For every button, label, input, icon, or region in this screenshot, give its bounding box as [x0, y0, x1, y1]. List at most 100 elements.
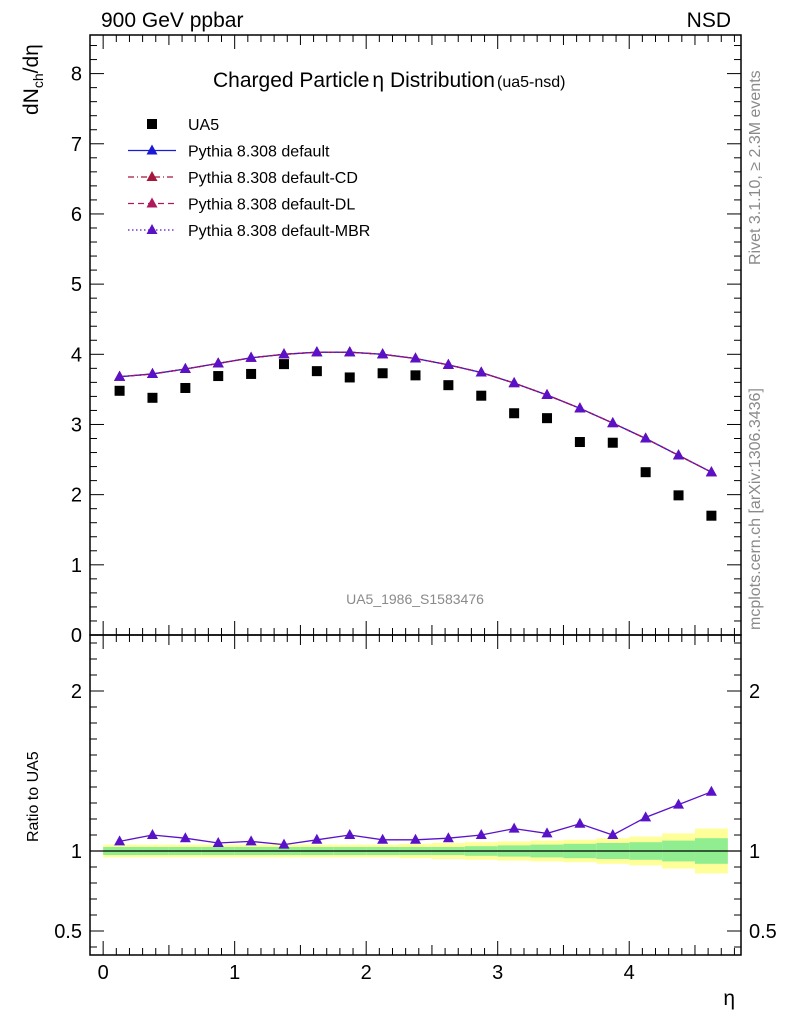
- legend-entry-label: Pythia 8.308 default-CD: [188, 170, 358, 187]
- ratio-series-layer: [114, 785, 717, 849]
- mc-data-point-4: [245, 351, 257, 362]
- ua5-data-point: [344, 372, 355, 383]
- ratio-data-point: [344, 829, 356, 839]
- ratio-data-point: [640, 811, 652, 822]
- chart-title-rest: Distribution: [384, 69, 495, 92]
- ua5-data-point: [377, 368, 388, 379]
- ua5-data-point: [607, 437, 618, 448]
- mc-data-point-4: [607, 417, 619, 428]
- main-series-line-1: [119, 351, 712, 473]
- legend-marker-4: [146, 224, 158, 234]
- mc-data-point-4: [673, 449, 685, 460]
- ratio-data-point: [574, 817, 586, 828]
- mc-data-point-4: [705, 466, 717, 477]
- chart-title-symbol: η: [372, 69, 384, 92]
- ua5-data-point: [114, 385, 125, 396]
- main-y-tick-label: 7: [71, 134, 82, 156]
- x-tick-label: 3: [492, 962, 503, 984]
- ratio-data-point: [607, 829, 619, 839]
- main-y-tick-label: 2: [71, 485, 82, 507]
- chart-title-sub: (ua5-nsd): [497, 74, 565, 91]
- ratio-band-layer: [90, 828, 741, 874]
- main-series-line-4: [119, 351, 712, 473]
- ratio-y-tick-label-right: 0.5: [749, 921, 777, 943]
- ratio-data-point: [673, 798, 685, 809]
- legend-entry-label: Pythia 8.308 default: [188, 144, 330, 161]
- ua5-data-point: [706, 510, 717, 521]
- ratio-data-point: [245, 835, 257, 846]
- ratio-axis-ticks: 0.5 0.5 1 1 2 2 0 1 2 3 4: [54, 635, 777, 984]
- ratio-y-axis-label: Ratio to UA5: [25, 751, 42, 842]
- ua5-data-point: [246, 368, 257, 379]
- ua5-data-point: [542, 413, 553, 424]
- ratio-data-point: [508, 822, 520, 833]
- main-axis-ticks: 0 1 2 3 4 5 6 7 8: [71, 35, 741, 647]
- main-y-tick-label: 0: [71, 625, 82, 647]
- ua5-data-point: [278, 359, 289, 370]
- ratio-data-point: [114, 835, 126, 846]
- ratio-data-point: [146, 829, 158, 839]
- ua5-data-point: [574, 437, 585, 448]
- ratio-data-point: [179, 832, 191, 843]
- mc-data-point-4: [640, 432, 652, 443]
- main-y-tick-label: 4: [71, 344, 82, 366]
- legend-marker-1: [146, 144, 158, 155]
- rivet-version-label: Rivet 3.1.10, ≥ 2.3M events: [747, 70, 764, 265]
- legend: UA5 Pythia 8.308 default Pythia 8.308 defa…: [128, 117, 370, 240]
- mc-data-point-4: [212, 357, 224, 368]
- ratio-data-point: [377, 833, 389, 844]
- main-y-label-sub: ch: [30, 73, 46, 88]
- ratio-data-point: [278, 838, 290, 849]
- ua5-data-point: [311, 366, 322, 377]
- legend-marker-3: [146, 197, 158, 208]
- ratio-data-point: [541, 827, 553, 838]
- mc-data-point-4: [410, 352, 421, 363]
- ua5-data-point: [147, 392, 158, 403]
- ratio-data-point: [311, 833, 323, 844]
- ua5-data-point: [509, 408, 520, 419]
- ratio-y-tick-label: 0.5: [54, 921, 82, 943]
- mc-data-point-4: [442, 358, 454, 369]
- x-axis-label: η: [723, 987, 735, 1010]
- ratio-y-tick-label-right: 2: [749, 681, 760, 703]
- legend-entry-label: Pythia 8.308 default-DL: [188, 197, 355, 214]
- main-series-line-2: [119, 351, 712, 473]
- ua5-data-point: [180, 382, 191, 393]
- main-y-tick-label: 8: [71, 64, 82, 86]
- analysis-id-label: UA5_1986_S1583476: [346, 591, 484, 607]
- ratio-data-point: [410, 833, 421, 844]
- main-series-layer: [114, 346, 717, 521]
- mc-data-point-4: [574, 402, 586, 413]
- ratio-data-point: [212, 837, 224, 847]
- mc-data-point-4: [475, 366, 487, 377]
- main-y-axis-label: dNch/dη: [20, 44, 46, 115]
- x-tick-label: 0: [98, 962, 109, 984]
- header-energy-label: 900 GeV ppbar: [101, 9, 243, 32]
- ua5-data-point: [476, 390, 487, 401]
- ratio-plot-frame: [89, 634, 742, 956]
- ua5-data-point: [443, 380, 454, 391]
- main-y-tick-label: 5: [71, 274, 82, 296]
- mc-data-point-4: [541, 389, 553, 399]
- chart-title-main: Charged Particle: [213, 69, 369, 92]
- main-y-tick-label: 1: [71, 555, 82, 577]
- mc-data-point-4: [146, 367, 158, 378]
- chart-title: Charged Particle η Distribution (ua5-nsd): [213, 69, 565, 92]
- main-series-line-3: [119, 351, 712, 473]
- ua5-data-point: [410, 370, 421, 381]
- legend-entry-label: UA5: [188, 117, 219, 134]
- ua5-data-point: [673, 490, 684, 501]
- legend-marker-ua5: [147, 119, 157, 129]
- ratio-plot-panel: 0.5 0.5 1 1 2 2 0 1 2 3 4 Ratio to UA5 η: [25, 634, 777, 1010]
- main-y-tick-label: 3: [71, 414, 82, 436]
- legend-entry-label: Pythia 8.308 default-MBR: [188, 223, 370, 240]
- mc-data-point-4: [508, 377, 520, 388]
- x-tick-label: 4: [624, 962, 635, 984]
- mc-data-point-4: [114, 370, 126, 381]
- legend-marker-2: [146, 171, 158, 181]
- mcplots-label: mcplots.cern.ch [arXiv:1306.3436]: [747, 388, 764, 630]
- ratio-y-tick-label-right: 1: [749, 841, 760, 863]
- mc-data-point-4: [179, 363, 191, 374]
- main-y-label-main: dN: [20, 88, 43, 115]
